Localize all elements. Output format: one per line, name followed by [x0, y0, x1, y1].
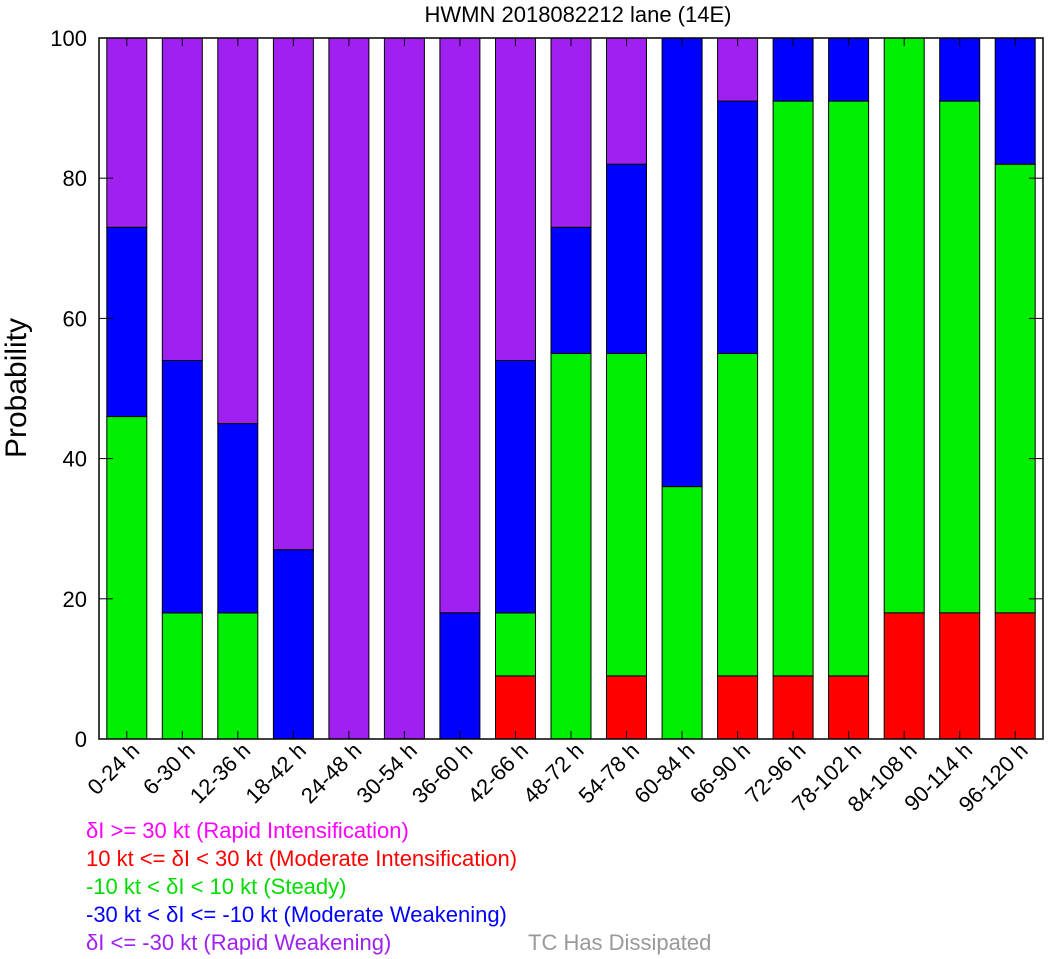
- bar-segment: [106, 226, 148, 418]
- bar-segment: [661, 486, 703, 740]
- bar-segment: [439, 612, 481, 740]
- bar-segment: [439, 37, 481, 614]
- bar-segment: [717, 100, 759, 354]
- x-tick-label: 0-24 h: [83, 738, 145, 800]
- bar-segment: [606, 37, 647, 165]
- bar-segment: [550, 37, 592, 228]
- bar-segment: [883, 37, 925, 614]
- bar-segment: [495, 675, 536, 740]
- bar-segment: [106, 37, 148, 228]
- bar-segment: [106, 416, 148, 740]
- bar-segment: [606, 675, 647, 740]
- y-tick-label: 20: [63, 587, 87, 612]
- x-tick-label: 48-72 h: [518, 738, 588, 808]
- x-tick-label: 36-60 h: [407, 738, 477, 808]
- plot-frame: [98, 37, 1044, 740]
- bar-segment: [217, 612, 259, 740]
- y-tick-label: 80: [63, 166, 87, 191]
- bar-segment: [772, 37, 814, 102]
- x-tick-label: 60-84 h: [629, 738, 699, 808]
- x-tick-label: 12-36 h: [185, 738, 255, 808]
- bar-segment: [717, 37, 759, 102]
- x-tick-label: 24-48 h: [296, 738, 366, 808]
- bar-segment: [328, 37, 370, 740]
- bar-segment: [495, 612, 536, 677]
- bar-segment: [828, 675, 870, 740]
- y-tick-label: 60: [63, 306, 87, 331]
- legend: δI >= 30 kt (Rapid Intensification) 10 k…: [0, 818, 1057, 959]
- bar-segment: [161, 360, 203, 614]
- x-tick-label: 54-78 h: [574, 738, 644, 808]
- bar-segment: [550, 226, 592, 354]
- y-axis-label: Probability: [0, 318, 33, 458]
- bar-segment: [217, 37, 259, 425]
- bar-segment: [606, 352, 647, 677]
- bar-segment: [828, 100, 870, 677]
- x-tick-label: 42-66 h: [463, 738, 533, 808]
- legend-entry-moderate-weakening: -30 kt < δI <= -10 kt (Moderate Weakenin…: [86, 902, 507, 927]
- bar-segment: [383, 37, 425, 740]
- legend-entry-moderate-intensification: 10 kt <= δI < 30 kt (Moderate Intensific…: [86, 846, 518, 871]
- legend-entry-steady: -10 kt < δI < 10 kt (Steady): [86, 874, 347, 899]
- y-tick-label: 100: [50, 26, 87, 51]
- bar-segment: [161, 37, 203, 361]
- y-tick-label: 0: [75, 727, 87, 752]
- bar-segment: [772, 100, 814, 677]
- legend-entry-tc-dissipated: TC Has Dissipated: [528, 930, 712, 955]
- bar-segment: [661, 37, 703, 488]
- x-tick-label: 30-54 h: [351, 738, 421, 808]
- bar-segment: [161, 612, 203, 740]
- y-tick-label: 40: [63, 447, 87, 472]
- x-tick-label: 66-90 h: [685, 738, 755, 808]
- bar-segment: [495, 360, 536, 614]
- legend-entry-rapid-intensification: δI >= 30 kt (Rapid Intensification): [86, 818, 409, 843]
- bar-segment: [939, 100, 981, 614]
- bar-segment: [939, 612, 981, 740]
- bar-segment: [217, 423, 259, 614]
- x-tick-label: 18-42 h: [240, 738, 310, 808]
- bar-segment: [495, 37, 536, 361]
- bar-segment: [994, 163, 1036, 614]
- bar-segment: [828, 37, 870, 102]
- legend-entry-rapid-weakening: δI <= -30 kt (Rapid Weakening): [86, 930, 392, 955]
- bars-layer: [106, 37, 1036, 740]
- bar-segment: [272, 549, 314, 740]
- bar-segment: [883, 612, 925, 740]
- bar-segment: [994, 37, 1036, 165]
- bar-segment: [717, 352, 759, 677]
- bar-segment: [939, 37, 981, 102]
- chart-title: HWMN 2018082212 lane (14E): [425, 2, 732, 27]
- bar-segment: [606, 163, 647, 354]
- bar-segment: [550, 352, 592, 740]
- bar-segment: [272, 37, 314, 551]
- bar-segment: [717, 675, 759, 740]
- bar-segment: [994, 612, 1036, 740]
- bar-segment: [772, 675, 814, 740]
